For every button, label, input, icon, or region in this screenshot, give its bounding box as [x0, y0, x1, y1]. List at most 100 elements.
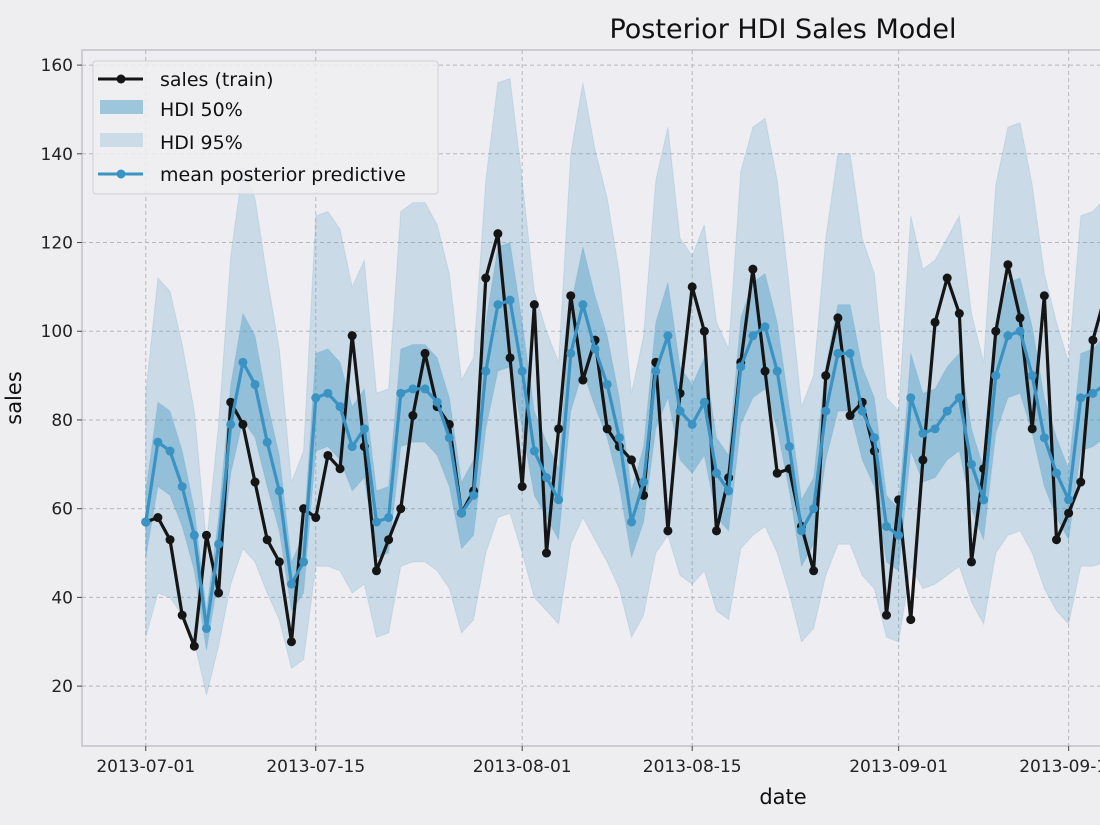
sales-train-point [833, 313, 843, 323]
sales-train-point [153, 513, 163, 523]
legend-hdi50-label: HDI 50% [160, 99, 243, 121]
mean-posterior-predictive-point [189, 530, 199, 540]
legend-sales-marker [116, 74, 126, 84]
sales-train-point [566, 291, 576, 301]
mean-posterior-predictive-point [262, 437, 272, 447]
mean-posterior-predictive-point [639, 477, 649, 487]
x-tick-label: 2013-07-15 [266, 757, 365, 777]
mean-posterior-predictive-point [1064, 495, 1074, 505]
x-tick-label: 2013-07-01 [96, 757, 195, 777]
mean-posterior-predictive-point [214, 539, 224, 549]
mean-posterior-predictive-point [651, 366, 661, 376]
mean-posterior-predictive-point [347, 442, 357, 452]
sales-train-point [711, 526, 721, 536]
sales-train-point [1027, 424, 1037, 434]
y-tick-label: 80 [51, 411, 73, 431]
sales-train-point [177, 610, 187, 620]
sales-train-point [966, 557, 976, 567]
sales-train-point [517, 481, 527, 491]
mean-posterior-predictive-point [724, 486, 734, 496]
sales-train-point [1003, 260, 1013, 270]
mean-posterior-predictive-point [238, 357, 248, 367]
legend-hdi50-swatch [100, 100, 143, 114]
sales-train-point [384, 535, 394, 545]
sales-train-point [505, 353, 515, 363]
y-tick-label: 160 [41, 56, 73, 76]
mean-posterior-predictive-point [444, 433, 454, 443]
mean-posterior-predictive-point [699, 397, 709, 407]
sales-train-point [396, 504, 406, 514]
mean-posterior-predictive-point [760, 322, 770, 332]
sales-train-point [930, 317, 940, 327]
mean-posterior-predictive-point [784, 442, 794, 452]
mean-posterior-predictive-point [541, 473, 551, 483]
sales-train-point [760, 366, 770, 376]
sales-train-point [906, 615, 916, 625]
sales-train-point [274, 557, 284, 567]
mean-posterior-predictive-point [857, 406, 867, 416]
mean-posterior-predictive-point [323, 388, 333, 398]
mean-posterior-predictive-point [736, 362, 746, 372]
mean-posterior-predictive-point [554, 495, 564, 505]
mean-posterior-predictive-point [979, 495, 989, 505]
sales-train-point [687, 282, 697, 292]
sales-train-point [262, 535, 272, 545]
mean-posterior-predictive-point [930, 424, 940, 434]
mean-posterior-predictive-point [711, 468, 721, 478]
sales-train-point [541, 548, 551, 558]
sales-train-point [699, 326, 709, 336]
mean-posterior-predictive-point [529, 446, 539, 456]
mean-posterior-predictive-point [226, 419, 236, 429]
x-tick-label: 2013-09-01 [849, 757, 948, 777]
sales-train-point [772, 468, 782, 478]
sales-train-point [1039, 291, 1049, 301]
y-axis-label: sales [2, 371, 26, 425]
sales-train-point [809, 566, 819, 576]
y-tick-label: 100 [41, 322, 73, 342]
sales-train-point [991, 326, 1001, 336]
sales-train-point [286, 637, 296, 647]
y-tick-label: 140 [41, 145, 73, 165]
mean-posterior-predictive-point [335, 402, 345, 412]
mean-posterior-predictive-point [809, 504, 819, 514]
mean-posterior-predictive-point [1015, 326, 1025, 336]
sales-train-point [238, 419, 248, 429]
y-tick-label: 40 [51, 588, 73, 608]
mean-posterior-predictive-point [821, 406, 831, 416]
mean-posterior-predictive-point [493, 300, 503, 310]
x-tick-label: 2013-08-15 [643, 757, 742, 777]
mean-posterior-predictive-point [566, 348, 576, 358]
mean-posterior-predictive-point [432, 397, 442, 407]
sales-train-point [420, 348, 430, 358]
sales-train-point [954, 308, 964, 318]
sales-train-point [1051, 535, 1061, 545]
mean-posterior-predictive-point [675, 406, 685, 416]
mean-posterior-predictive-point [481, 366, 491, 376]
mean-posterior-predictive-point [602, 379, 612, 389]
mean-posterior-predictive-point [772, 366, 782, 376]
sales-train-point [845, 411, 855, 421]
mean-posterior-predictive-point [505, 295, 515, 305]
mean-posterior-predictive-point [991, 371, 1001, 381]
mean-posterior-predictive-point [456, 508, 466, 518]
mean-posterior-predictive-point [250, 379, 260, 389]
mean-posterior-predictive-point [748, 331, 758, 341]
x-tick-label: 2013-08-01 [473, 757, 572, 777]
mean-posterior-predictive-point [869, 433, 879, 443]
sales-train-point [663, 526, 673, 536]
mean-posterior-predictive-point [663, 331, 673, 341]
sales-train-point [226, 397, 236, 407]
mean-posterior-predictive-point [299, 557, 309, 567]
legend: sales (train) HDI 50% HDI 95% mean poste… [92, 60, 439, 195]
sales-train-point [189, 641, 199, 651]
sales-train-point [1015, 313, 1025, 323]
sales-train-point [1088, 335, 1098, 345]
x-tick-label: 2013-09-15 [1019, 757, 1100, 777]
mean-posterior-predictive-point [396, 388, 406, 398]
mean-posterior-predictive-point [517, 366, 527, 376]
legend-mean-label: mean posterior predictive [160, 164, 406, 186]
mean-posterior-predictive-point [796, 526, 806, 536]
mean-posterior-predictive-point [286, 579, 296, 589]
mean-posterior-predictive-point [469, 490, 479, 500]
mean-posterior-predictive-point [141, 517, 151, 527]
